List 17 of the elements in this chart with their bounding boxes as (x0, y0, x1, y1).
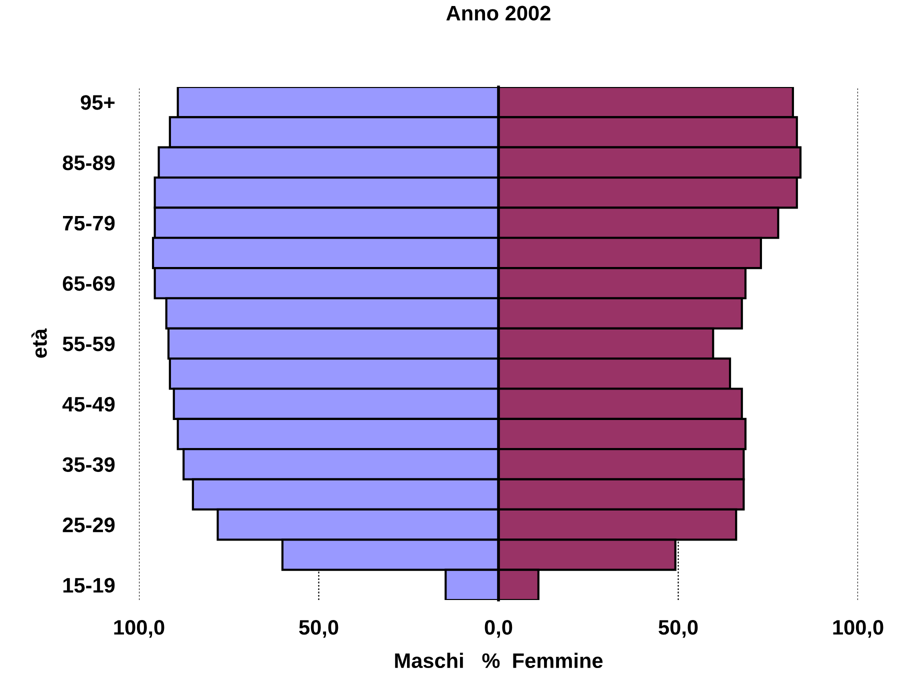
y-tick-label: 25-29 (62, 518, 115, 532)
x-tick-label: 0,0 (484, 620, 512, 638)
y-tick-label: 35-39 (62, 457, 115, 472)
y-tick-label: 75-79 (63, 216, 115, 231)
x-axis-title: Maschi % Femmine (395, 652, 603, 668)
y-tick-label: 65-69 (62, 276, 115, 291)
x-tick-label: 100,0 (114, 620, 164, 638)
y-axis-title: età (31, 328, 47, 358)
x-tick-label: 100,0 (833, 620, 884, 638)
y-tick-label: 55-59 (62, 336, 115, 352)
chart-title: Anno 2002 (446, 6, 550, 21)
y-tick-label: 15-19 (63, 578, 115, 593)
x-tick-label: 50,0 (658, 620, 698, 638)
y-tick-label: 45-49 (62, 396, 115, 412)
y-tick-label: 95+ (80, 95, 115, 110)
y-tick-label: 85-89 (62, 155, 115, 170)
x-tick-label: 50,0 (299, 620, 338, 638)
